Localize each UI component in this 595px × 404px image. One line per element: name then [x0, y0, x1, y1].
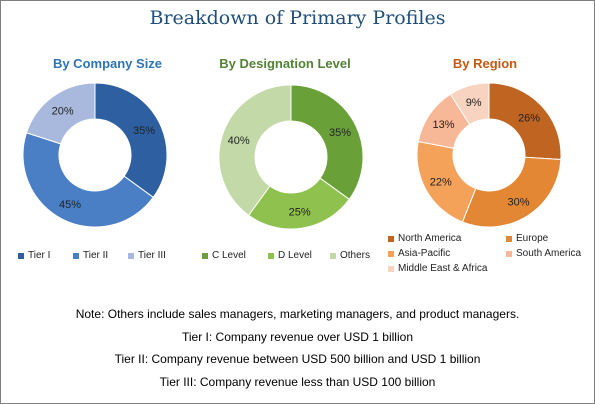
- chart-title: Breakdown of Primary Profiles: [149, 7, 446, 29]
- region-legend-label: Asia-Pacific: [398, 248, 451, 259]
- note-others: Note: Others include sales managers, mar…: [75, 307, 520, 321]
- designation-level-slice-c-level: [290, 84, 364, 201]
- company-size-donut: 35% 45% 20%: [22, 82, 168, 228]
- region-slice-europe: [461, 156, 562, 228]
- company-size-label-tier-i: 35%: [133, 125, 155, 137]
- region-legend-south-america: South America: [506, 248, 581, 259]
- designation-level-legend-label: Others: [340, 250, 371, 261]
- note-tier-1: Tier I: Company revenue over USD 1 billi…: [182, 330, 413, 344]
- designation-level-label-others: 40%: [228, 135, 250, 147]
- company-size-title: By Company Size: [52, 56, 163, 71]
- region-legend-asia-pacific: Asia-Pacific: [388, 248, 450, 259]
- designation-level-slice-others: [218, 84, 292, 216]
- region-legend-europe: Europe: [506, 233, 548, 244]
- region-legend-label: South America: [516, 248, 582, 259]
- region-legend-label: Europe: [516, 233, 549, 244]
- designation-level-label-c-level: 35%: [329, 127, 351, 139]
- region-legend-swatch: [506, 235, 512, 242]
- region-legend-north-america: North America: [388, 233, 461, 244]
- region-legend-middle-east-africa: Middle East & Africa: [388, 263, 487, 274]
- designation-level-title: By Designation Level: [219, 56, 351, 71]
- designation-level-legend-swatch: [202, 252, 208, 259]
- note-tier-3: Tier III: Company revenue less than USD …: [159, 375, 436, 389]
- region-slice-middle-east-africa: [449, 82, 490, 126]
- region-legend-swatch: [506, 250, 512, 257]
- company-size-legend-tier-i: Tier I: [18, 250, 50, 261]
- company-size-label-tier-ii: 45%: [59, 199, 81, 211]
- company-size-legend-tier-ii: Tier II: [73, 250, 108, 261]
- company-size-legend-label: Tier I: [28, 250, 51, 261]
- company-size-legend-label: Tier III: [138, 250, 166, 261]
- region-label-middle-east-africa: 9%: [466, 97, 482, 109]
- company-size-legend-swatch: [73, 252, 79, 259]
- region-label-europe: 30%: [507, 196, 529, 208]
- designation-level-legend-label: D Level: [278, 250, 312, 261]
- designation-level-legend-swatch: [330, 252, 336, 259]
- designation-level-legend-others: Others: [330, 250, 370, 261]
- note-tier-2: Tier II: Company revenue between USD 500…: [114, 352, 481, 366]
- region-slice-asia-pacific: [416, 140, 477, 223]
- region-label-south-america: 13%: [432, 119, 454, 131]
- designation-level-donut: 35% 25% 40%: [218, 84, 364, 230]
- company-size-slice-tier-iii: [25, 82, 96, 145]
- company-size-legend-swatch: [18, 252, 24, 259]
- designation-level-legend-d-level: D Level: [268, 250, 312, 261]
- region-legend-swatch: [388, 235, 394, 242]
- region-legend-label: North America: [398, 233, 462, 244]
- region-title: By Region: [452, 56, 518, 71]
- company-size-legend: Tier I Tier II Tier III: [18, 250, 193, 264]
- region-legend: North America Europe Asia-Pacific South Ame…: [388, 233, 593, 277]
- designation-level-legend-label: C Level: [212, 250, 246, 261]
- designation-level-legend: C Level D Level Others: [202, 250, 377, 264]
- designation-level-legend-c-level: C Level: [202, 250, 246, 261]
- designation-level-legend-swatch: [268, 252, 274, 259]
- company-size-legend-label: Tier II: [83, 250, 109, 261]
- designation-level-label-d-level: 25%: [289, 206, 311, 218]
- company-size-slice-tier-i: [94, 82, 168, 199]
- company-size-legend-tier-iii: Tier III: [128, 250, 166, 261]
- region-slice-north-america: [488, 82, 562, 161]
- company-size-slice-tier-ii: [22, 132, 154, 228]
- region-label-asia-pacific: 22%: [430, 176, 452, 188]
- company-size-label-tier-iii: 20%: [52, 106, 74, 118]
- region-legend-swatch: [388, 265, 394, 272]
- region-legend-label: Middle East & Africa: [398, 263, 488, 274]
- company-size-legend-swatch: [128, 252, 134, 259]
- region-label-north-america: 26%: [518, 112, 540, 124]
- region-donut: 26% 30% 22% 13% 9%: [416, 82, 562, 228]
- region-legend-swatch: [388, 250, 394, 257]
